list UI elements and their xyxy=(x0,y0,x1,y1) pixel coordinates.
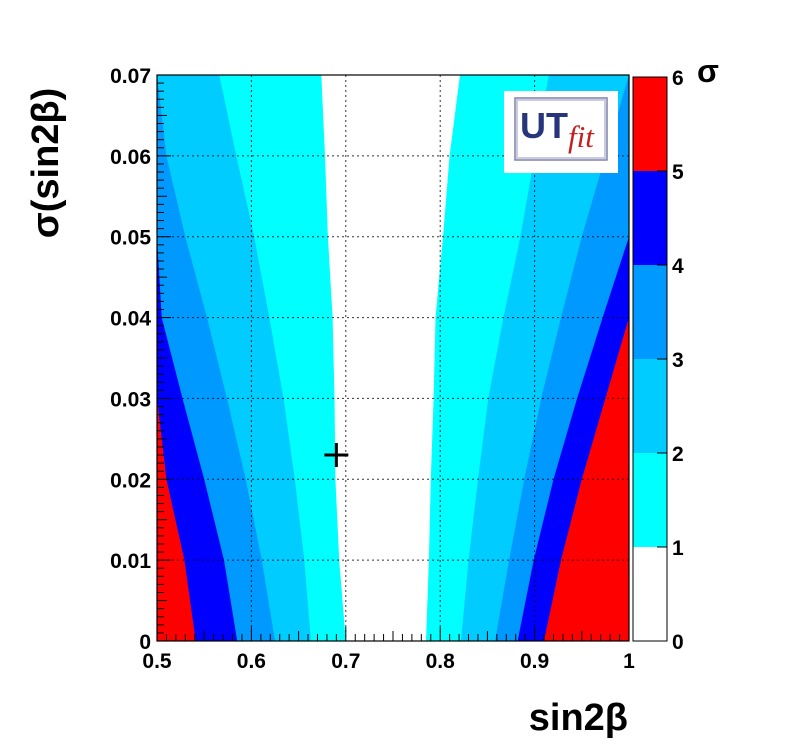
colorbar-band-1-2 xyxy=(633,453,667,547)
colorbar-tick-label: 6 xyxy=(672,67,684,90)
colorbar-label: σ xyxy=(697,53,719,89)
colorbar-tick-label: 0 xyxy=(672,631,684,654)
colorbar-band-0-1 xyxy=(633,547,667,641)
colorbar-band-2-3 xyxy=(633,359,667,453)
y-tick-label: 0.05 xyxy=(110,227,151,250)
y-tick-label: 0.02 xyxy=(110,469,151,492)
logo-frame xyxy=(514,97,608,161)
tick-marks xyxy=(156,74,630,642)
contour-regions xyxy=(157,75,629,641)
x-axis-title: sin2β xyxy=(529,697,628,739)
x-tick-label: 0.9 xyxy=(520,650,549,673)
logo-frame-inner xyxy=(516,99,606,159)
logo-text-main: UT xyxy=(520,105,568,146)
grid xyxy=(157,75,629,641)
x-tick-label: 0.5 xyxy=(142,650,172,673)
y-tick-label: 0.01 xyxy=(110,550,151,573)
colorbar: σ xyxy=(632,53,719,642)
colorbar-bands xyxy=(633,77,667,641)
colorbar-band-3-4 xyxy=(633,265,667,359)
colorbar-band-4-5 xyxy=(633,171,667,265)
y-tick-label: 0.04 xyxy=(110,308,151,331)
utfit-logo: UT fit xyxy=(504,91,618,173)
colorbar-band-5-6 xyxy=(633,77,667,171)
colorbar-ticks xyxy=(657,76,667,642)
best-fit-marker xyxy=(324,443,349,468)
x-tick-label: 0.7 xyxy=(331,650,360,673)
region-right-sigma-5 xyxy=(544,75,629,641)
region-left-sigma-4 xyxy=(157,75,238,641)
colorbar-tick-label: 3 xyxy=(672,349,684,372)
y-tick-label: 0.06 xyxy=(110,146,151,169)
region-left-sigma-5 xyxy=(157,75,196,641)
y-axis-title: σ(sin2β) xyxy=(25,88,67,239)
x-tick-label: 0.6 xyxy=(237,650,266,673)
y-tick-label: 0 xyxy=(139,631,151,654)
x-tick-label: 1 xyxy=(623,650,635,673)
logo-text-sub: fit xyxy=(568,119,595,154)
x-tick-label: 0.8 xyxy=(426,650,456,673)
colorbar-tick-label: 4 xyxy=(672,255,684,278)
colorbar-tick-label: 5 xyxy=(672,161,684,184)
y-tick-label: 0.07 xyxy=(110,65,151,88)
colorbar-tick-label: 2 xyxy=(672,443,684,466)
colorbar-tick-label: 1 xyxy=(672,537,684,560)
y-tick-label: 0.03 xyxy=(110,388,151,411)
